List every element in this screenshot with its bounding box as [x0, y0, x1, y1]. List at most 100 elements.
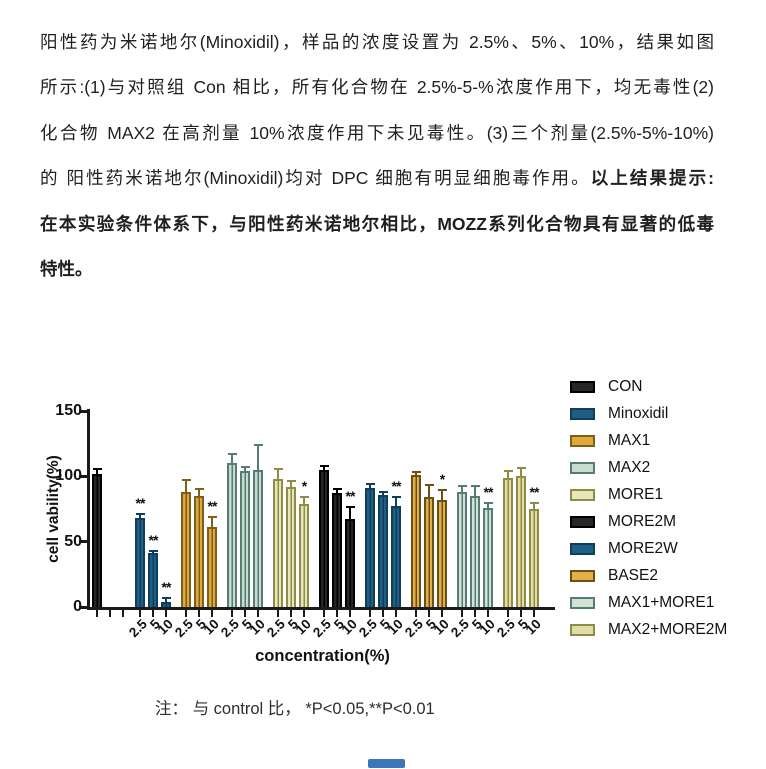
legend-swatch: [570, 434, 595, 447]
x-tick: [460, 610, 464, 617]
legend-item: BASE2: [570, 562, 727, 589]
bar: [273, 478, 283, 607]
error-bar-cap: [391, 495, 401, 498]
x-tick: [108, 610, 112, 617]
x-tick: [230, 610, 234, 617]
x-tick: [302, 610, 306, 617]
error-bar: [244, 465, 246, 472]
x-tick: [368, 610, 372, 617]
error-bar-cap: [161, 596, 171, 599]
x-tick: [414, 610, 418, 617]
error-bar: [428, 484, 430, 498]
error-bar: [336, 488, 338, 494]
legend-swatch: [570, 596, 595, 609]
x-tick: [394, 610, 398, 617]
error-bar-cap: [503, 469, 513, 472]
y-tick-label: 0: [73, 598, 82, 615]
legend-item: MORE2W: [570, 535, 727, 562]
bar: [437, 499, 447, 607]
error-bar: [277, 468, 279, 479]
x-tick: [151, 610, 155, 617]
x-tick: [381, 610, 385, 617]
x-tick: [256, 610, 260, 617]
x-tick: [184, 610, 188, 617]
error-bar-cap: [457, 485, 467, 488]
error-bar: [395, 495, 397, 507]
error-bar: [198, 488, 200, 496]
significance-star: **: [391, 477, 402, 494]
y-tick-label: 50: [64, 532, 82, 550]
paragraph-text: 特性。: [40, 258, 93, 279]
error-bar-cap: [227, 452, 237, 455]
paragraph-text: 在本实验条件体系下，与阳性药米诺地尔相比，MOZZ系列化合物具有显著的低毒: [40, 213, 714, 234]
legend-swatch: [570, 488, 595, 501]
error-bar-cap: [207, 515, 217, 518]
result-paragraph: 阳性药为米诺地尔(Minoxidil)，样品的浓度设置为 2.5%、5%、10%…: [40, 20, 714, 292]
x-tick: [473, 610, 477, 617]
legend-swatch: [570, 542, 595, 555]
significance-star: *: [301, 477, 307, 494]
bar: [457, 492, 467, 607]
error-bar-cap: [365, 482, 375, 485]
paragraph-line: 阳性药为米诺地尔(Minoxidil)，样品的浓度设置为 2.5%、5%、10%…: [40, 20, 714, 65]
legend-swatch: [570, 569, 595, 582]
error-bar-cap: [345, 506, 355, 509]
legend-swatch: [570, 407, 595, 420]
y-tick-label: 100: [55, 467, 82, 485]
x-axis: [87, 607, 555, 610]
legend-swatch: [570, 515, 595, 528]
bar: [148, 553, 158, 607]
bar: [365, 488, 375, 607]
x-tick: [276, 610, 280, 617]
bar: [391, 506, 401, 607]
paragraph-line: 化合物 MAX2 在高剂量 10%浓度作用下未见毒性。(3)三个剂量(2.5%-…: [40, 111, 714, 156]
bar: [181, 492, 191, 607]
legend-label: MAX1+MORE1: [608, 593, 715, 611]
x-tick: [519, 610, 523, 617]
chart-legend: CON Minoxidil MAX1 MAX2 MORE1 MORE2M MORE2W BAS…: [570, 373, 727, 643]
error-bar-cap: [516, 467, 526, 470]
legend-label: MAX2+MORE2M: [608, 620, 728, 638]
error-bar: [533, 502, 535, 509]
error-bar-cap: [529, 502, 539, 505]
significance-note: 注： 与 control 比， *P<0.05,**P<0.01: [155, 700, 435, 718]
x-tick: [121, 610, 125, 617]
error-bar: [211, 515, 213, 528]
legend-label: MORE1: [608, 485, 664, 503]
bar: [286, 486, 296, 607]
y-tick: [79, 540, 87, 544]
legend-label: MORE2M: [608, 512, 677, 530]
bar: [92, 473, 102, 607]
x-tick: [164, 610, 168, 617]
error-bar-cap: [332, 488, 342, 491]
error-bar: [441, 489, 443, 500]
error-bar: [257, 443, 259, 470]
error-bar-cap: [470, 485, 480, 488]
error-bar: [165, 596, 167, 602]
x-tick: [95, 610, 99, 617]
legend-item: MORE2M: [570, 508, 727, 535]
paragraph-text: 以上结果提示:: [590, 168, 714, 189]
y-tick: [79, 409, 87, 413]
paragraph-line: 所示:(1)与对照组 Con 相比，所有化合物在 2.5%-5-%浓度作用下，均…: [40, 65, 714, 110]
legend-swatch: [570, 461, 595, 474]
y-tick: [79, 605, 87, 609]
horizontal-scrollbar-thumb[interactable]: [368, 759, 405, 768]
error-bar: [369, 482, 371, 489]
bar: [161, 601, 171, 607]
legend-item: MAX1+MORE1: [570, 589, 727, 616]
x-tick: [138, 610, 142, 617]
significance-star: *: [439, 471, 445, 488]
plot-area: 0 50 100 150 ** 2.5 ** 5 ** 10 2.5 5 ** 10 2.5 5 10 2.5 5 *…: [40, 395, 585, 690]
legend-label: MAX2: [608, 458, 651, 476]
bar: [227, 463, 237, 607]
significance-star: **: [483, 484, 494, 501]
error-bar-cap: [181, 478, 191, 481]
error-bar-cap: [92, 468, 102, 471]
error-bar: [507, 469, 509, 478]
x-tick: [427, 610, 431, 617]
bar: [411, 475, 421, 607]
bar: [299, 503, 309, 607]
x-tick: [486, 610, 490, 617]
legend-label: CON: [608, 377, 643, 395]
